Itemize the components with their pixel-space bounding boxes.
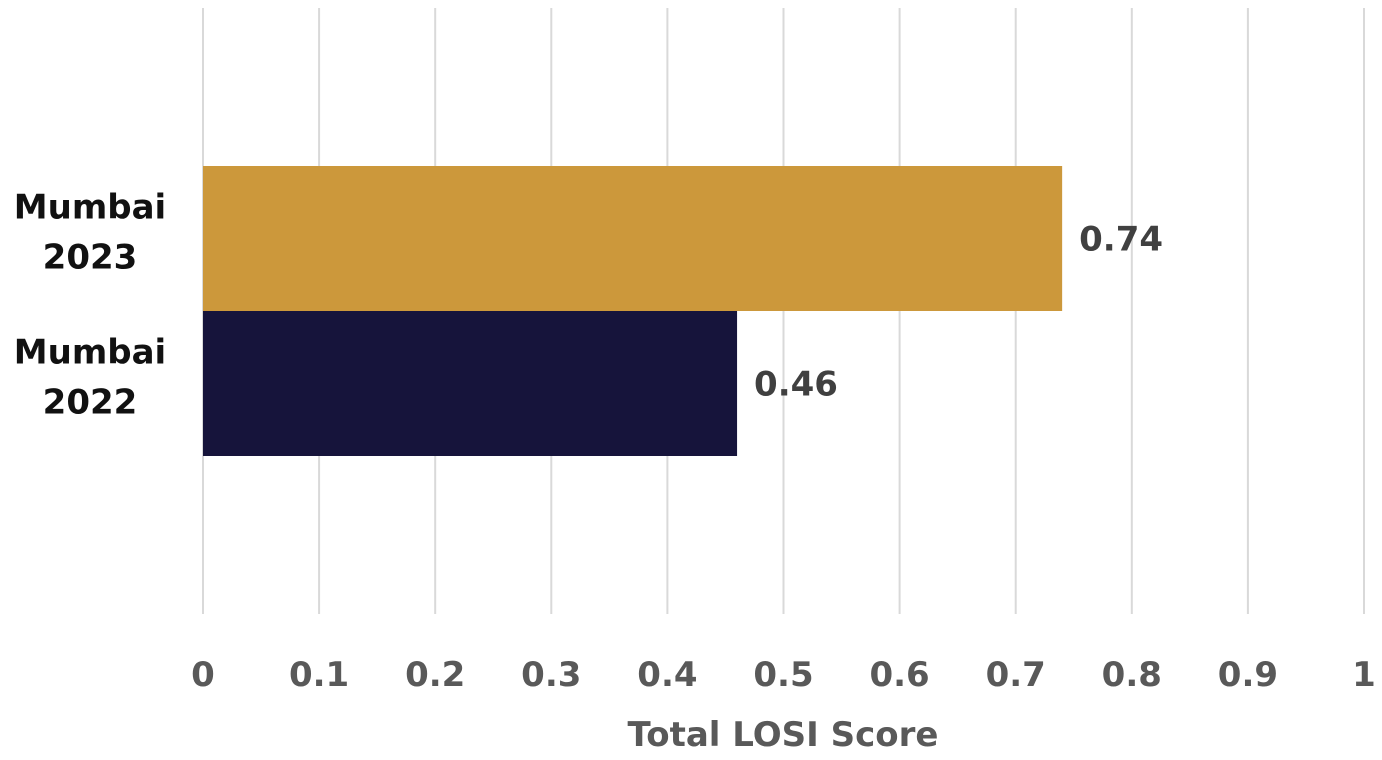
category-label-line: 2023 — [43, 238, 138, 278]
x-tick-label: 0.3 — [521, 655, 581, 695]
category-label-line: Mumbai — [14, 333, 166, 373]
x-tick-label: 0.4 — [637, 655, 697, 695]
category-label: Mumbai 2023 — [14, 188, 166, 278]
x-tick-label: 0 — [191, 655, 215, 695]
x-tick-label: 0.7 — [986, 655, 1046, 695]
bar — [203, 166, 1063, 311]
x-tick-label: 0.8 — [1102, 655, 1162, 695]
x-tick-labels: 0 0.1 0.2 0.3 0.4 0.5 0.6 0.7 0.8 0.9 1 — [191, 655, 1376, 695]
category-label: Mumbai 2022 — [14, 333, 166, 423]
x-tick-label: 0.1 — [289, 655, 349, 695]
x-tick-label: 0.9 — [1218, 655, 1278, 695]
x-axis-title: Total LOSI Score — [628, 715, 939, 755]
bars — [203, 166, 1063, 456]
x-tick-label: 0.6 — [869, 655, 929, 695]
bar — [203, 311, 738, 456]
x-tick-label: 0.5 — [753, 655, 813, 695]
data-label: 0.74 — [1079, 220, 1163, 260]
x-tick-label: 0.2 — [405, 655, 465, 695]
category-label-line: 2022 — [43, 383, 138, 423]
x-tick-label: 1 — [1352, 655, 1376, 695]
data-label: 0.46 — [754, 365, 838, 405]
category-label-line: Mumbai — [14, 188, 166, 228]
data-labels: 0.74 0.46 — [754, 220, 1163, 405]
category-labels: Mumbai 2023 Mumbai 2022 — [14, 188, 166, 423]
